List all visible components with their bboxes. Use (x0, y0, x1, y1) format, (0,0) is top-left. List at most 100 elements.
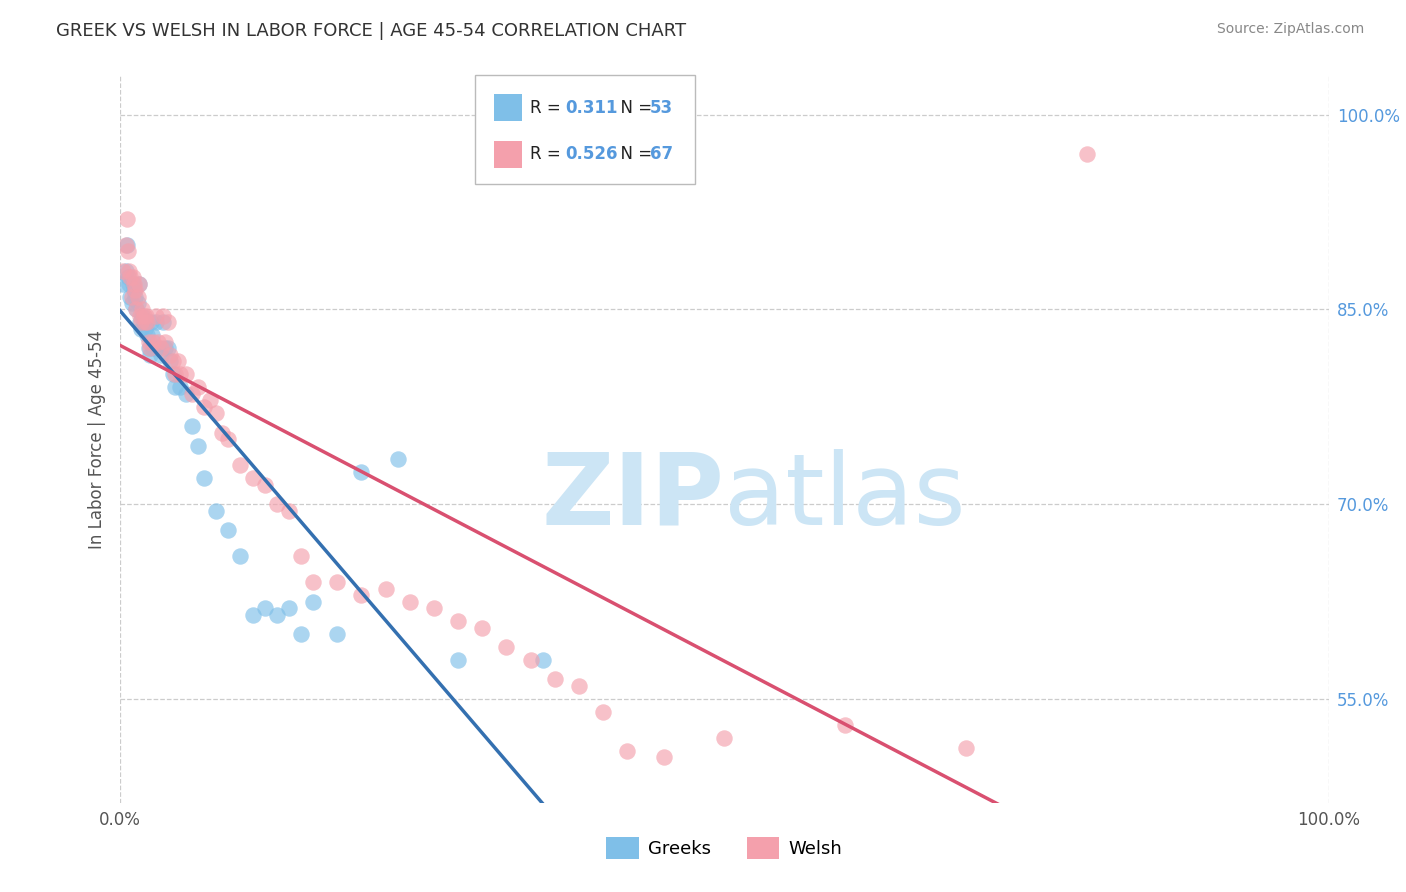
Point (302, 594, 325, 608)
Point (112, 277, 135, 291)
Text: N =: N = (610, 98, 658, 117)
Point (166, 354, 188, 368)
Point (200, 393, 222, 408)
Point (350, 465, 373, 479)
Point (135, 316, 157, 330)
Point (495, 640, 517, 654)
Point (229, 549, 252, 563)
Point (121, 277, 143, 291)
Point (148, 342, 170, 356)
Point (142, 334, 165, 349)
Point (129, 322, 152, 336)
Point (125, 302, 148, 317)
Point (447, 614, 470, 628)
Point (129, 309, 152, 323)
Point (181, 387, 204, 401)
Point (142, 342, 165, 356)
Point (120, 289, 142, 303)
Point (253, 477, 276, 491)
Point (155, 334, 177, 349)
Text: R =: R = (530, 98, 567, 117)
Point (187, 439, 209, 453)
Point (118, 277, 141, 291)
Point (398, 594, 420, 608)
Point (136, 328, 159, 343)
Point (290, 627, 312, 641)
Text: Source: ZipAtlas.com: Source: ZipAtlas.com (1216, 22, 1364, 37)
Point (139, 316, 162, 330)
Legend: Greeks, Welsh: Greeks, Welsh (599, 830, 849, 866)
Point (217, 523, 239, 537)
Point (117, 244, 139, 258)
Point (531, 653, 554, 667)
Point (174, 368, 197, 382)
Point (211, 425, 233, 440)
Point (155, 342, 177, 356)
Text: 0.311: 0.311 (565, 98, 617, 117)
Point (217, 433, 239, 447)
Point (165, 368, 187, 382)
Point (117, 270, 139, 285)
Point (148, 334, 170, 349)
Point (242, 607, 264, 622)
Point (374, 582, 396, 596)
Point (152, 309, 174, 323)
Point (423, 601, 446, 615)
Point (181, 419, 204, 434)
Point (1076, 146, 1098, 161)
Point (131, 309, 153, 323)
Point (471, 621, 494, 635)
Point (229, 458, 252, 473)
Point (205, 406, 228, 420)
Point (122, 277, 145, 291)
Point (447, 653, 470, 667)
Point (652, 750, 675, 764)
Point (568, 679, 591, 693)
Point (162, 368, 184, 382)
Point (121, 289, 143, 303)
Point (387, 451, 409, 466)
Point (134, 316, 156, 330)
Point (162, 354, 184, 368)
Point (519, 653, 541, 667)
Point (134, 322, 156, 336)
Text: R =: R = (530, 145, 567, 163)
Point (277, 601, 299, 615)
Point (138, 348, 162, 362)
Point (115, 211, 138, 226)
Text: N =: N = (610, 145, 658, 163)
Point (544, 673, 567, 687)
Y-axis label: In Labor Force | Age 45-54: In Labor Force | Age 45-54 (87, 330, 105, 549)
Point (129, 316, 152, 330)
Point (193, 400, 215, 414)
Point (129, 316, 152, 330)
Point (128, 277, 150, 291)
Point (114, 237, 136, 252)
Point (138, 334, 160, 349)
Point (187, 380, 209, 394)
Point (266, 497, 288, 511)
Point (174, 387, 197, 401)
Point (118, 263, 141, 277)
Point (131, 302, 153, 317)
Point (120, 270, 142, 285)
Point (277, 504, 299, 518)
Point (253, 601, 276, 615)
Text: GREEK VS WELSH IN LABOR FORCE | AGE 45-54 CORRELATION CHART: GREEK VS WELSH IN LABOR FORCE | AGE 45-5… (56, 22, 686, 40)
Point (124, 289, 146, 303)
Point (122, 283, 145, 297)
Point (159, 354, 181, 368)
Point (125, 302, 148, 317)
Point (169, 380, 191, 394)
Point (135, 309, 157, 323)
Text: 67: 67 (650, 145, 672, 163)
Point (326, 627, 349, 641)
Text: ZIP: ZIP (541, 449, 724, 546)
Point (141, 328, 163, 343)
Point (127, 296, 149, 310)
Point (136, 316, 159, 330)
Point (152, 316, 174, 330)
Point (592, 705, 614, 719)
Point (834, 718, 856, 732)
Text: 53: 53 (650, 98, 672, 117)
